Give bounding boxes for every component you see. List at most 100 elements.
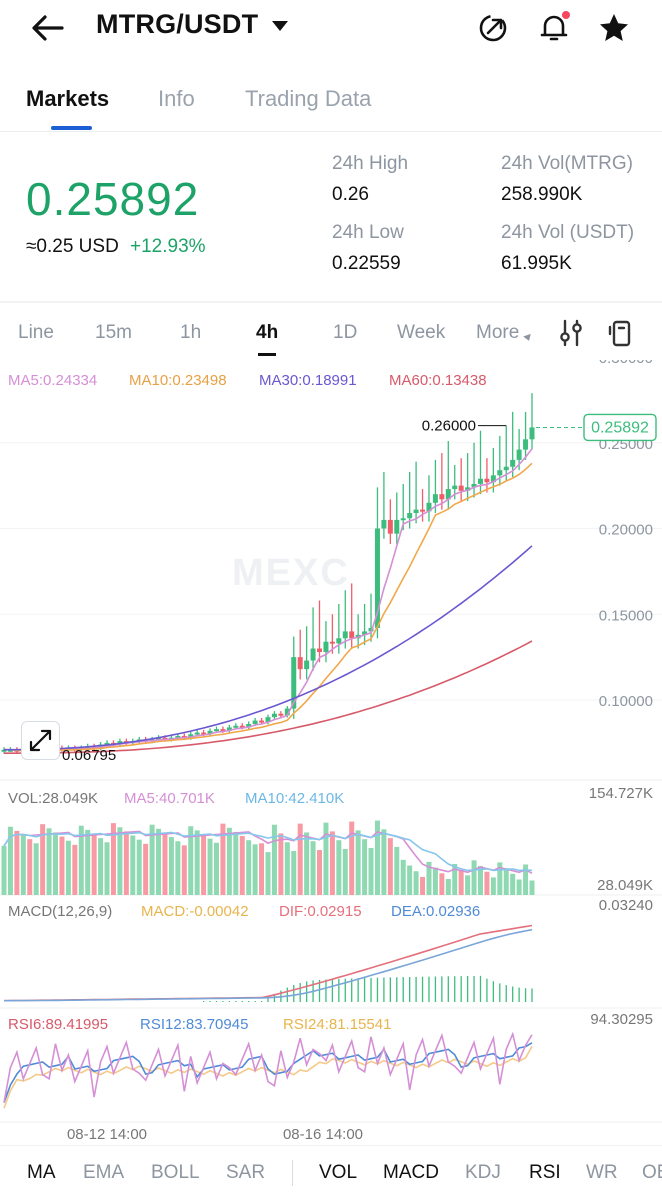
vol-ma10-legend: MA10:42.410K [245,790,345,807]
more-caret-icon [523,333,533,343]
indicator-bar: MA EMA BOLL SAR VOL MACD KDJ RSI WR OBV [0,1145,662,1200]
candle-body [490,475,496,483]
volume-bar [329,831,335,895]
star-icon[interactable] [596,10,632,46]
volume-bar [317,850,323,895]
time-axis-label: 08-12 14:00 [67,1126,147,1143]
divider [0,301,662,303]
volume-bar [439,873,445,895]
volume-bar [362,839,368,895]
price-chart[interactable]: 0.300000.250000.200000.150000.100000.260… [0,360,662,1145]
candle-body [297,657,303,670]
vol-usdt-value: 61.995K [501,253,572,274]
indicator-wr[interactable]: WR [586,1162,618,1183]
volume-bar [490,877,496,895]
indicator-kdj[interactable]: KDJ [465,1162,501,1183]
volume-bar [497,862,503,895]
vol-ma10-line [3,831,533,872]
volume-bar [271,824,277,895]
volume-bar [310,841,316,895]
tf-15m[interactable]: 15m [95,322,132,343]
tf-week[interactable]: Week [397,322,446,343]
back-arrow-icon[interactable] [28,8,68,48]
tf-4h[interactable]: 4h [256,322,279,343]
volume-bar [349,821,355,895]
candle-body [246,724,252,728]
candle-body [7,749,13,752]
macd-title: MACD(12,26,9) [8,903,113,920]
volume-bar [323,822,329,895]
volume-bar [207,838,213,895]
watermark-logo: MEXC [232,552,350,594]
volume-bar [239,836,245,895]
volume-bar [426,861,432,895]
tf-line[interactable]: Line [18,322,54,343]
vol-axis-max: 154.727K [589,785,653,802]
rsi-axis-max: 94.30295 [590,1011,653,1028]
candle-body [484,478,490,483]
tab-markets[interactable]: Markets [26,86,110,111]
candle-body [374,528,380,628]
chevron-down-icon[interactable] [272,21,288,31]
candle-body [362,631,368,635]
indicator-macd[interactable]: MACD [383,1162,439,1183]
tf-1d[interactable]: 1D [333,322,358,343]
vol-legend: VOL:28.049K [8,790,99,807]
ma5-legend: MA5:0.24334 [8,372,98,389]
candle-body [529,427,535,440]
volume-bar [420,876,426,895]
device-rotate-icon[interactable] [607,318,635,348]
candle-body [420,509,426,512]
dea-value: DEA:0.02936 [391,903,481,920]
ma5-line [4,448,533,752]
indicator-boll[interactable]: BOLL [151,1162,200,1183]
candle-body [278,713,284,716]
volume-bar [265,852,271,895]
candle-body [323,641,329,652]
expand-icon [29,729,52,752]
low-label: 24h Low [332,222,404,243]
tf-more[interactable]: More [476,322,520,343]
candle-body [194,732,200,735]
volume-bar [194,830,200,895]
top-bar: MTRG/USDT [0,0,662,56]
indicator-ma[interactable]: MA [27,1162,56,1183]
volume-bar [201,834,207,895]
pair-title[interactable]: MTRG/USDT [96,9,259,39]
candle-body [400,518,406,521]
volume-bar [291,851,297,895]
ma60-legend: MA60:0.13438 [389,372,487,389]
settings-sliders-icon[interactable] [557,318,585,348]
share-icon[interactable] [475,10,511,46]
candle-body [432,494,438,503]
tab-info[interactable]: Info [158,86,195,111]
candle-body [220,729,226,732]
indicator-sar[interactable]: SAR [226,1162,266,1183]
indicator-rsi[interactable]: RSI [529,1162,561,1183]
volume-bar [175,841,181,895]
volume-bar [14,830,20,895]
volume-bar [91,833,97,895]
tf-active-indicator [258,353,276,356]
volume-bar [484,871,490,895]
volume-bar [213,842,219,895]
volume-bar [136,839,142,895]
indicator-obv[interactable]: OBV [642,1162,662,1183]
volume-bar [477,866,483,895]
indicator-ema[interactable]: EMA [83,1162,125,1183]
ma60-line [4,640,533,755]
volume-bar [304,832,310,895]
volume-bar [33,843,39,895]
tf-1h[interactable]: 1h [180,322,202,343]
indicator-vol[interactable]: VOL [319,1162,358,1183]
candle-body [317,648,323,652]
volume-bar [465,875,471,895]
tab-trading-data[interactable]: Trading Data [245,86,372,111]
candle-body [226,727,232,731]
volume-bar [46,828,52,895]
expand-chart-button[interactable] [21,721,60,760]
volume-bar [110,823,116,895]
bell-icon[interactable] [536,10,572,46]
vol-axis-current: 28.049K [597,877,653,894]
volume-bar [471,860,477,895]
